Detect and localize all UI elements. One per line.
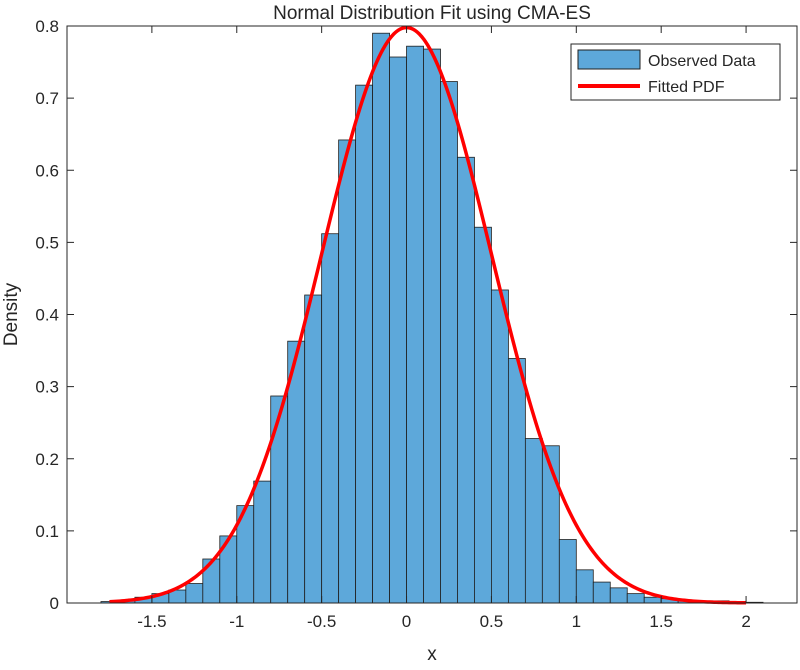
histogram-bars	[100, 32, 764, 604]
y-axis-label: Density	[1, 282, 22, 346]
x-tick-label: 1	[572, 612, 581, 631]
histogram-bar	[524, 438, 543, 604]
x-tick-label: 2	[741, 612, 750, 631]
histogram-bar	[185, 583, 204, 604]
y-tick-label: 0.3	[35, 378, 59, 397]
histogram-bar	[643, 596, 662, 604]
histogram-bar	[440, 81, 458, 604]
axis-ticks: -1.5 -1 -0.5 0 0.5 1 1.5 2 0 0.1 0.2 0.3 0.4 0.5 0.6 0.…	[35, 17, 797, 631]
y-tick-label: 0.5	[35, 233, 59, 252]
x-axis-label: x	[427, 644, 437, 665]
y-tick-label: 0.1	[35, 522, 59, 541]
y-tick-label: 0.4	[35, 306, 59, 325]
histogram-bar	[609, 587, 628, 604]
fitted-pdf-curve	[109, 25, 747, 605]
y-tick-label: 0.8	[35, 17, 59, 36]
histogram-bar	[406, 45, 424, 604]
histogram-bar	[507, 358, 526, 604]
histogram-bar	[558, 539, 577, 604]
histogram-bar	[270, 395, 289, 604]
histogram-bar	[355, 84, 373, 604]
x-tick-label: -1	[229, 612, 244, 631]
y-tick-label: 0.2	[35, 450, 59, 469]
histogram-bar	[575, 569, 594, 604]
histogram-bar	[304, 294, 323, 604]
legend-label-observed-data: Observed Data	[648, 53, 756, 70]
histogram-bar	[423, 48, 441, 604]
histogram-bar	[592, 581, 611, 604]
legend: Observed Data Fitted PDF	[570, 43, 781, 101]
y-tick-label: 0	[50, 594, 59, 613]
x-tick-label: -0.5	[307, 612, 336, 631]
x-tick-label: 0.5	[480, 612, 504, 631]
histogram-bar	[321, 233, 340, 604]
x-tick-label: 1.5	[649, 612, 673, 631]
x-tick-label: 0	[402, 612, 411, 631]
histogram-bar	[338, 139, 357, 604]
chart-title: Normal Distribution Fit using CMA-ES	[273, 3, 591, 24]
histogram-bar	[389, 56, 407, 604]
histogram-bar	[202, 558, 221, 604]
y-tick-label: 0.7	[35, 89, 59, 108]
histogram-bar	[253, 480, 272, 604]
histogram-bar	[474, 226, 492, 604]
histogram-bar	[457, 156, 475, 604]
legend-swatch-observed-data	[577, 49, 641, 70]
x-tick-label: -1.5	[137, 612, 166, 631]
histogram-bar	[491, 289, 509, 604]
histogram-bar	[372, 32, 390, 604]
y-tick-label: 0.6	[35, 161, 59, 180]
fit-curve-layer	[109, 25, 747, 605]
histogram-bar	[626, 593, 645, 604]
legend-label-fitted-pdf: Fitted PDF	[648, 79, 725, 96]
